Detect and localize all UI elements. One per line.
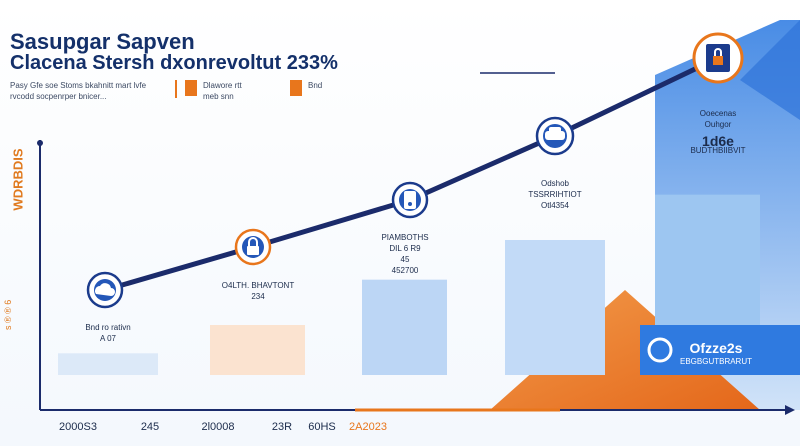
- header-note: Pasy Gfe soe Stoms bkahnitt mart lvfe rv…: [10, 81, 147, 101]
- trend-line: [104, 55, 720, 293]
- bar: [210, 325, 305, 375]
- bar-label: BUDTHBIIBVIT: [690, 146, 745, 155]
- bar-label: Ofzze2s: [690, 340, 743, 356]
- bar-label: Ooecenas: [700, 109, 736, 118]
- shield-lock-icon: [692, 32, 744, 84]
- bar-labels-group: Bnd ro rativn A 07 O4LTH. BHAVTONT 234 PIAMB…: [85, 109, 752, 366]
- y-axis-cap: [37, 140, 43, 146]
- car-roof: [549, 127, 561, 133]
- lock-body: [713, 56, 723, 65]
- badge-card: [640, 325, 800, 375]
- bars-group: [58, 194, 800, 375]
- badge-icon: [647, 337, 673, 363]
- bar: [505, 240, 605, 375]
- car-icon: [535, 116, 575, 156]
- phone-button: [408, 202, 412, 206]
- legend-label-1: Dlawore rtt meb snn: [203, 81, 242, 101]
- bar-label: O4LTH. BHAVTONT: [222, 281, 295, 290]
- bar: [362, 279, 447, 375]
- phone-icon: [391, 181, 429, 219]
- x-tick-label: 60HS: [308, 421, 336, 433]
- bar-label: 1d6e: [702, 133, 734, 149]
- x-tick-label: 23R: [272, 421, 292, 433]
- legend-swatch: [185, 80, 197, 96]
- bar-label: Odshob: [541, 179, 570, 188]
- bar-label: TSSRRIHTIOT: [528, 190, 581, 199]
- bar: [58, 353, 158, 375]
- bar-label: 452700: [392, 266, 419, 275]
- x-tick-label: 245: [141, 421, 159, 433]
- legend-label-2: Bnd: [308, 81, 323, 90]
- accent-chevron: [740, 20, 800, 120]
- page-subtitle: Clacena Stersh dxonrevoltut 233%: [10, 52, 338, 74]
- trend-group: [104, 55, 720, 293]
- lock-shackle: [714, 48, 722, 56]
- bar-swatch-icon: [290, 80, 302, 96]
- bar-swatch-icon: [175, 80, 179, 98]
- orange-accent: [490, 290, 760, 410]
- bar-label: Ouhgor: [705, 120, 732, 129]
- bar-label: Bnd ro rativn: [85, 323, 130, 332]
- phone-body: [404, 191, 416, 209]
- x-tick-label: 2000S3: [59, 421, 97, 433]
- x-tick-label: 2A2023: [349, 421, 387, 433]
- badge-ring: [647, 337, 673, 363]
- cloud-glyph: [95, 283, 115, 296]
- padlock-icon: [234, 228, 272, 266]
- axes-group: [37, 72, 795, 415]
- bar-label: DIL 6 R9: [389, 244, 421, 253]
- x-axis-arrow: [785, 405, 795, 415]
- x-ticks-group: 2000S3 245 2l0008 23R 60HS 2A2023: [59, 421, 387, 433]
- legend-item-2: Bnd: [290, 80, 322, 96]
- icons-group: [86, 32, 744, 363]
- bar-label: EBGBGUTBRARUT: [680, 357, 752, 366]
- bar-label: PIAMBOTHS: [381, 233, 428, 242]
- bar-label: 45: [401, 255, 410, 264]
- cloud-icon: [86, 271, 124, 309]
- bar-label: 234: [251, 292, 265, 301]
- legend-item-1: Dlawore rtt meb snn: [175, 80, 242, 102]
- padlock-shackle: [248, 237, 258, 246]
- padlock-body: [247, 246, 259, 255]
- bar-label: A 07: [100, 334, 117, 343]
- bar-label: Otl4354: [541, 201, 570, 210]
- car-body: [545, 131, 565, 140]
- x-tick-label: 2l0008: [201, 421, 234, 433]
- page-title: Sasupgar Sapven: [10, 29, 195, 54]
